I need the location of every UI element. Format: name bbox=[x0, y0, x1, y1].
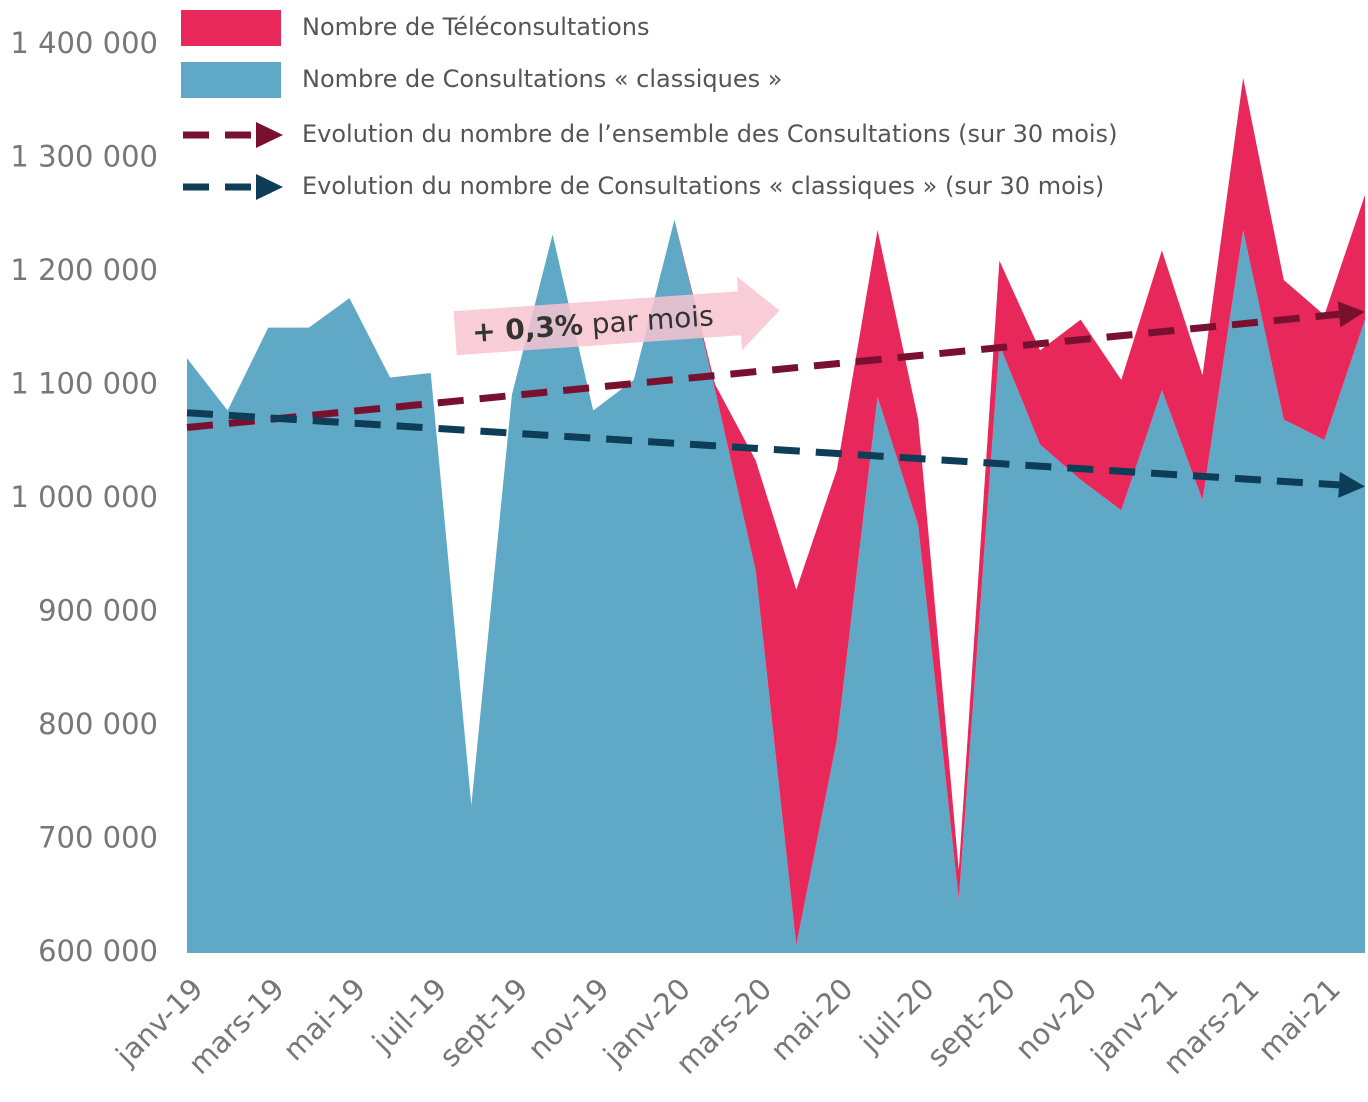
y-tick-label: 1 400 000 bbox=[10, 26, 158, 60]
legend-arrowhead bbox=[256, 122, 283, 148]
annotation-text: + 0,3% par mois bbox=[471, 299, 715, 349]
y-tick-label: 1 000 000 bbox=[10, 480, 158, 514]
y-tick-label: 900 000 bbox=[38, 594, 158, 628]
annotation-bold: + 0,3% bbox=[471, 308, 584, 349]
y-tick-label: 1 300 000 bbox=[10, 140, 158, 174]
x-tick-label: mai-19 bbox=[276, 972, 372, 1068]
x-tick-label: sept-20 bbox=[920, 972, 1022, 1074]
legend-swatch bbox=[181, 62, 281, 98]
trend-line bbox=[186, 310, 1340, 431]
legend-label: Evolution du nombre de l’ensemble des Co… bbox=[302, 120, 1117, 148]
trend-line-head bbox=[1337, 301, 1365, 328]
annotation-arrow bbox=[453, 276, 780, 356]
legend-label: Evolution du nombre de Consultations « c… bbox=[302, 172, 1104, 200]
y-tick-label: 1 100 000 bbox=[10, 367, 158, 401]
y-tick-label: 800 000 bbox=[38, 707, 158, 741]
legend: Nombre de Téléconsultations Nombre de Con… bbox=[181, 10, 1117, 200]
legend-label: Nombre de Téléconsultations bbox=[302, 13, 649, 41]
legend-arrowhead bbox=[256, 174, 283, 200]
x-tick-label: mai-20 bbox=[764, 972, 860, 1068]
y-tick-label: 1 200 000 bbox=[10, 253, 158, 287]
trend-line bbox=[186, 409, 1340, 489]
y-tick-label: 700 000 bbox=[38, 821, 158, 855]
y-tick-label: 600 000 bbox=[38, 934, 158, 968]
plot bbox=[187, 77, 1365, 954]
legend-swatch bbox=[181, 10, 281, 46]
x-tick-label: sept-19 bbox=[433, 972, 535, 1074]
area bbox=[187, 219, 1365, 954]
area bbox=[187, 77, 1365, 946]
trends bbox=[186, 301, 1365, 498]
x-tick-label: mai-21 bbox=[1251, 972, 1347, 1068]
legend-label: Nombre de Consultations « classiques » bbox=[302, 65, 782, 93]
annotation: + 0,3% par mois bbox=[453, 276, 780, 356]
trend-line-head bbox=[1338, 471, 1365, 498]
